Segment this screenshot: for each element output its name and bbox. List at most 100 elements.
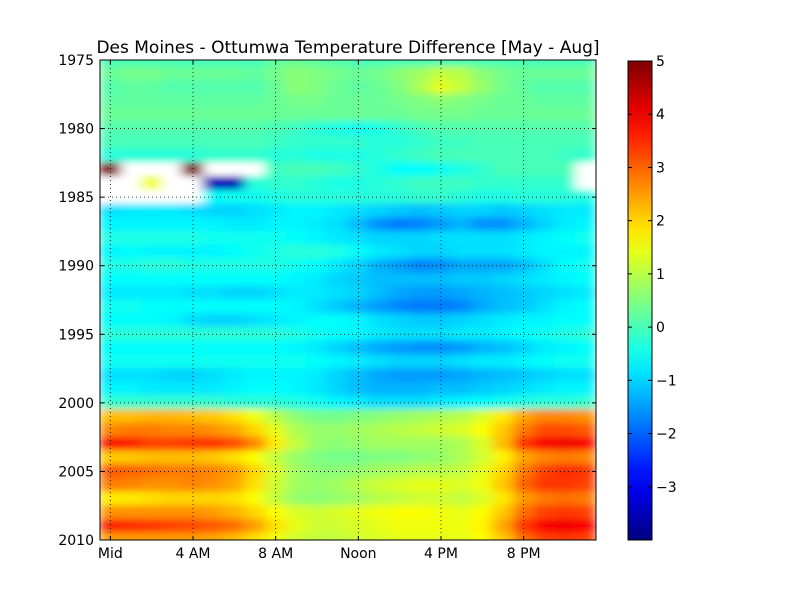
heatmap-cell (120, 409, 142, 424)
heatmap-cell (409, 162, 432, 178)
heatmap-cell (285, 505, 308, 520)
heatmap-cell (388, 217, 411, 232)
heatmap-cell (326, 93, 349, 109)
heatmap-cell (388, 422, 411, 438)
heatmap-cell (492, 203, 514, 219)
heatmap-cell (182, 189, 204, 205)
heatmap-cell (409, 60, 432, 68)
heatmap-cell (100, 176, 122, 191)
heatmap-cell (223, 477, 246, 493)
heatmap-cell (492, 450, 514, 466)
heatmap-cell (182, 285, 204, 301)
heatmap-cell (223, 244, 246, 260)
heatmap-cell (285, 491, 308, 507)
heatmap-cell (450, 244, 473, 260)
heatmap-cell (388, 518, 411, 534)
heatmap-cell (100, 93, 122, 109)
heatmap-cell (409, 66, 432, 82)
heatmap-cell (202, 340, 225, 356)
heatmap-cell (182, 518, 204, 534)
heatmap-cell (430, 422, 452, 438)
heatmap-cell (554, 203, 576, 219)
heatmap-cell (140, 368, 163, 383)
heatmap-cell (264, 203, 287, 219)
heatmap-cell (120, 230, 142, 246)
heatmap-cell (471, 258, 494, 274)
heatmap-cell (512, 189, 535, 205)
heatmap-cell (140, 532, 163, 540)
heatmap-cell (533, 491, 556, 507)
heatmap-cell (533, 450, 556, 466)
heatmap-cell (285, 176, 308, 191)
heatmap-cell (202, 203, 225, 219)
chart-title: Des Moines - Ottumwa Temperature Differe… (96, 38, 599, 58)
heatmap-cell (533, 285, 556, 301)
heatmap-cell (182, 80, 204, 95)
heatmap-cell (368, 299, 390, 315)
heatmap-cell (533, 532, 556, 540)
heatmap-cell (223, 80, 246, 95)
heatmap-cell (326, 217, 349, 232)
heatmap-cell (492, 258, 514, 274)
heatmap-cell (120, 505, 142, 520)
heatmap-cell (326, 176, 349, 191)
heatmap-cell (368, 368, 390, 383)
heatmap-cell (161, 80, 184, 95)
heatmap-cell (223, 422, 246, 438)
heatmap-cell (202, 505, 225, 520)
heatmap-cell (306, 313, 328, 328)
heatmap-cell (182, 354, 204, 370)
heatmap-cell (471, 491, 494, 507)
heatmap-cell (202, 409, 225, 424)
heatmap-cell (409, 532, 432, 540)
y-tick-label: 1985 (58, 190, 94, 206)
heatmap-cell (409, 491, 432, 507)
heatmap-cell (471, 285, 494, 301)
heatmap-cell (368, 326, 390, 342)
heatmap-cell (471, 80, 494, 95)
heatmap-cell (326, 134, 349, 150)
heatmap-cell (368, 340, 390, 356)
heatmap-cell (244, 162, 266, 178)
heatmap-cell (182, 491, 204, 507)
heatmap-cell (430, 80, 452, 95)
heatmap-cell (264, 381, 287, 397)
heatmap-cell (161, 368, 184, 383)
heatmap-cell (409, 450, 432, 466)
heatmap-cell (409, 80, 432, 95)
heatmap-cell (326, 203, 349, 219)
heatmap-cell (202, 176, 225, 191)
heatmap-cell (574, 230, 596, 246)
heatmap-cell (554, 217, 576, 232)
heatmap-cell (306, 409, 328, 424)
heatmap-cell (223, 121, 246, 136)
heatmap-cell (140, 258, 163, 274)
colorbar-tick-label: 1 (656, 267, 665, 283)
heatmap-cell (326, 477, 349, 493)
heatmap-cell (140, 436, 163, 452)
colorbar-tick-label: 2 (656, 214, 665, 230)
heatmap-cell (533, 422, 556, 438)
heatmap-cell (430, 148, 452, 164)
heatmap-cell (161, 203, 184, 219)
heatmap-cell (574, 313, 596, 328)
heatmap-cell (450, 258, 473, 274)
heatmap-cell (223, 381, 246, 397)
heatmap-cell (388, 299, 411, 315)
colorbar-tick-label: −2 (656, 427, 677, 443)
heatmap-cell (161, 176, 184, 191)
heatmap-cell (388, 395, 411, 411)
heatmap-cell (471, 505, 494, 520)
heatmap-cell (244, 189, 266, 205)
heatmap-cell (533, 409, 556, 424)
heatmap-cell (368, 491, 390, 507)
heatmap-cell (450, 162, 473, 178)
heatmap-cell (306, 93, 328, 109)
heatmap-cell (264, 491, 287, 507)
heatmap-cells (100, 60, 596, 540)
heatmap-cell (430, 176, 452, 191)
heatmap-cell (368, 436, 390, 452)
heatmap-cell (450, 395, 473, 411)
heatmap-cell (471, 162, 494, 178)
heatmap-cell (326, 354, 349, 370)
